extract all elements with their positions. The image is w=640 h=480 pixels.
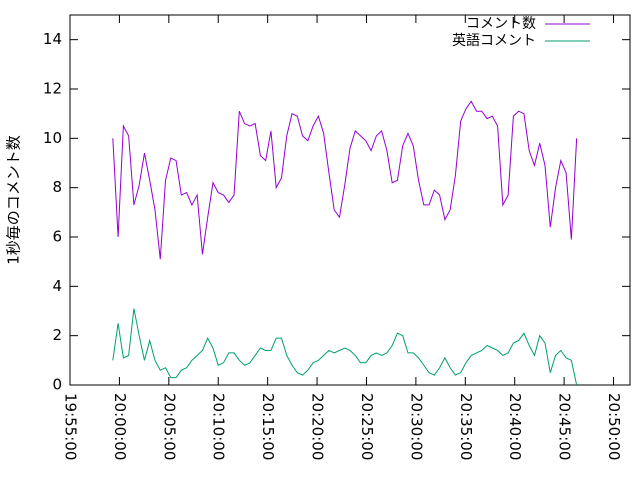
x-tick-label: 20:05:00 (160, 393, 178, 460)
x-tick-label: 19:55:00 (62, 393, 80, 460)
x-tick-label: 20:00:00 (111, 393, 129, 460)
x-tick-label: 20:35:00 (457, 393, 475, 460)
x-tick-label: 20:10:00 (210, 393, 228, 460)
y-tick-label: 12 (43, 80, 62, 98)
x-tick-label: 20:25:00 (358, 393, 376, 460)
x-tick-label: 20:30:00 (407, 393, 425, 460)
x-tick-label: 20:50:00 (605, 393, 623, 460)
x-tick-label: 20:20:00 (309, 393, 327, 460)
legend-label: 英語コメント (452, 32, 536, 49)
y-tick-label: 2 (52, 326, 62, 344)
y-axis-label: 1秒毎のコメント数 (5, 135, 23, 265)
x-tick-label: 20:15:00 (259, 393, 277, 460)
series-line (112, 100, 578, 260)
y-tick-label: 14 (43, 30, 62, 48)
y-tick-label: 8 (52, 178, 62, 196)
y-tick-label: 0 (52, 376, 62, 394)
y-tick-label: 10 (43, 129, 62, 147)
x-tick-label: 20:40:00 (506, 393, 524, 460)
series-line (112, 308, 578, 386)
y-tick-label: 6 (52, 228, 62, 246)
plot-border (69, 14, 631, 386)
legend-label: コメント数 (466, 16, 536, 32)
x-tick-label: 20:45:00 (556, 393, 574, 460)
y-tick-label: 4 (52, 277, 62, 295)
